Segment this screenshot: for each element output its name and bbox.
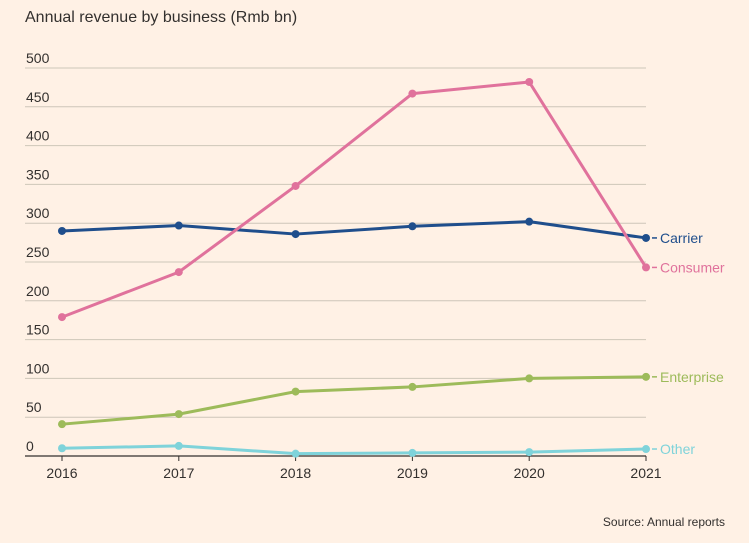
series-line-consumer [60, 80, 648, 319]
data-point-enterprise [525, 374, 534, 383]
y-tick-label: 500 [26, 50, 50, 66]
source-note: Source: Annual reports [602, 515, 725, 529]
data-point-carrier [174, 221, 183, 230]
x-tick-label: 2019 [397, 465, 428, 481]
label-layer: Carrier Consumer Enterprise Other [652, 230, 725, 457]
data-point-other [174, 441, 183, 450]
data-point-enterprise [291, 387, 300, 396]
series-label-consumer: Consumer [660, 259, 725, 275]
data-point-enterprise [58, 420, 66, 429]
data-point-consumer [291, 181, 300, 190]
y-tick-label: 0 [26, 438, 34, 454]
y-tick-label: 100 [26, 360, 50, 376]
y-tick-label: 300 [26, 205, 50, 221]
data-point-carrier [408, 222, 417, 231]
data-point-carrier [642, 233, 650, 242]
series-line-enterprise [60, 375, 648, 426]
x-tick-label: 2016 [46, 465, 77, 481]
data-point-consumer [642, 263, 650, 272]
y-tick-label: 450 [26, 89, 50, 105]
y-tick-label: 150 [26, 322, 50, 338]
data-point-enterprise [642, 372, 650, 381]
y-tick-label: 400 [26, 128, 50, 144]
y-tick-label: 250 [26, 244, 50, 260]
data-point-carrier [525, 217, 534, 226]
series-layer [58, 77, 650, 458]
data-point-other [58, 444, 66, 453]
data-point-carrier [291, 230, 300, 239]
data-point-carrier [58, 226, 66, 235]
data-point-consumer [525, 77, 534, 86]
data-point-other [642, 445, 650, 454]
data-point-other [408, 448, 417, 457]
series-label-enterprise: Enterprise [660, 369, 724, 385]
x-tick-label: 2021 [630, 465, 661, 481]
series-line-carrier [60, 220, 648, 240]
data-point-other [525, 448, 534, 457]
chart-title: Annual revenue by business (Rmb bn) [25, 9, 298, 26]
data-point-other [291, 449, 300, 458]
data-point-consumer [408, 89, 417, 98]
data-point-enterprise [174, 410, 183, 419]
y-tick-label: 350 [26, 166, 50, 182]
data-point-consumer [174, 268, 183, 277]
x-tick-label: 2017 [163, 465, 194, 481]
y-tick-label: 50 [26, 399, 42, 415]
series-label-other: Other [660, 441, 695, 457]
y-tick-label: 200 [26, 283, 50, 299]
data-point-enterprise [408, 382, 417, 391]
series-line-other [60, 444, 648, 456]
x-tick-label: 2020 [514, 465, 545, 481]
x-tick-label: 2018 [280, 465, 311, 481]
grid-layer [25, 67, 646, 457]
axis-layer: 0 50 100 150 200 250 300 350 400 450 500 2016 2017 20… [26, 50, 662, 481]
data-point-consumer [58, 313, 66, 322]
series-label-carrier: Carrier [660, 230, 703, 246]
